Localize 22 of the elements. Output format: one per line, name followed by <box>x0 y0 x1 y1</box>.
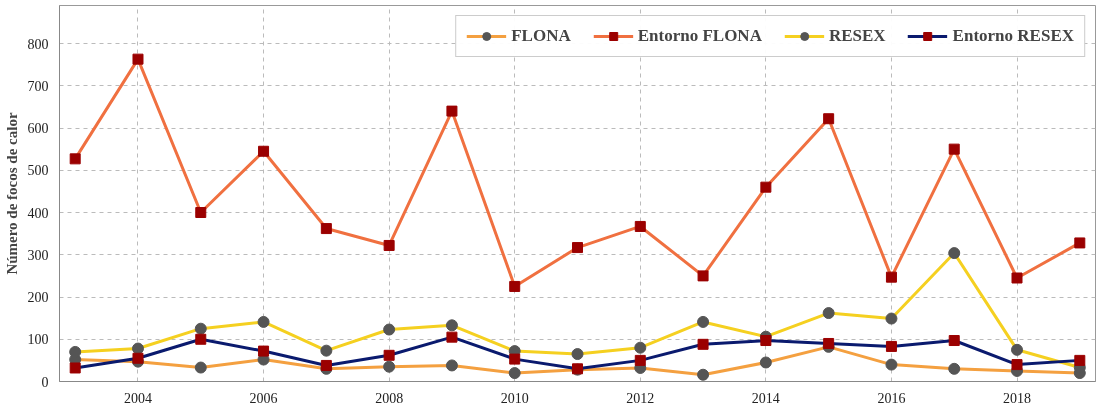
legend-label: Entorno RESEX <box>952 26 1074 46</box>
x-tick-label: 2014 <box>751 390 780 406</box>
x-tick-label: 2012 <box>626 390 655 406</box>
y-tick-label: 400 <box>27 205 49 221</box>
y-tick-label: 700 <box>27 78 49 94</box>
y-tick-label: 0 <box>41 374 49 390</box>
legend-label: FLONA <box>511 26 571 46</box>
x-tick-label: 2018 <box>1003 390 1032 406</box>
y-tick-label: 100 <box>27 332 49 348</box>
legend-label: RESEX <box>828 26 886 46</box>
y-axis-title: Número de focos de calor <box>3 112 20 275</box>
x-tick-label: 2004 <box>123 390 152 406</box>
y-tick-label: 200 <box>27 290 49 306</box>
x-tick-label: 2008 <box>375 390 404 406</box>
x-tick-label: 2016 <box>877 390 906 406</box>
y-tick-label: 800 <box>27 36 49 52</box>
y-tick-label: 600 <box>27 121 49 137</box>
x-tick-label: 2010 <box>500 390 529 406</box>
y-tick-label: 300 <box>27 247 49 263</box>
y-tick-label: 500 <box>27 163 49 179</box>
legend-label: Entorno FLONA <box>637 26 762 46</box>
x-tick-label: 2006 <box>249 390 278 406</box>
